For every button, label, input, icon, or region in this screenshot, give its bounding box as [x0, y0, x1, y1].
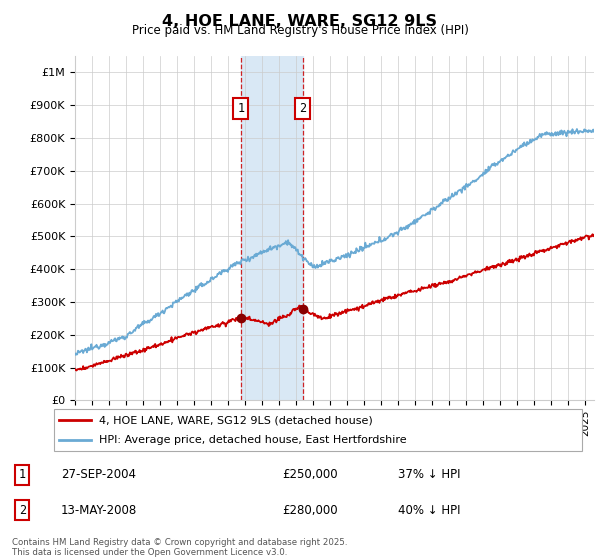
Text: £250,000: £250,000 [283, 468, 338, 481]
Text: 1: 1 [19, 468, 26, 481]
Text: Price paid vs. HM Land Registry's House Price Index (HPI): Price paid vs. HM Land Registry's House … [131, 24, 469, 37]
Text: HPI: Average price, detached house, East Hertfordshire: HPI: Average price, detached house, East… [99, 435, 407, 445]
Text: £280,000: £280,000 [283, 504, 338, 517]
Text: 27-SEP-2004: 27-SEP-2004 [61, 468, 136, 481]
Text: 2: 2 [19, 504, 26, 517]
Bar [241, 56, 302, 400]
Text: 1: 1 [237, 102, 244, 115]
Text: 37% ↓ HPI: 37% ↓ HPI [398, 468, 460, 481]
Text: 4, HOE LANE, WARE, SG12 9LS (detached house): 4, HOE LANE, WARE, SG12 9LS (detached ho… [99, 415, 373, 425]
Text: Contains HM Land Registry data © Crown copyright and database right 2025.
This d: Contains HM Land Registry data © Crown c… [12, 538, 347, 557]
Text: 4, HOE LANE, WARE, SG12 9LS: 4, HOE LANE, WARE, SG12 9LS [163, 14, 437, 29]
Text: 40% ↓ HPI: 40% ↓ HPI [398, 504, 460, 517]
Text: 13-MAY-2008: 13-MAY-2008 [61, 504, 137, 517]
Text: 2: 2 [299, 102, 306, 115]
